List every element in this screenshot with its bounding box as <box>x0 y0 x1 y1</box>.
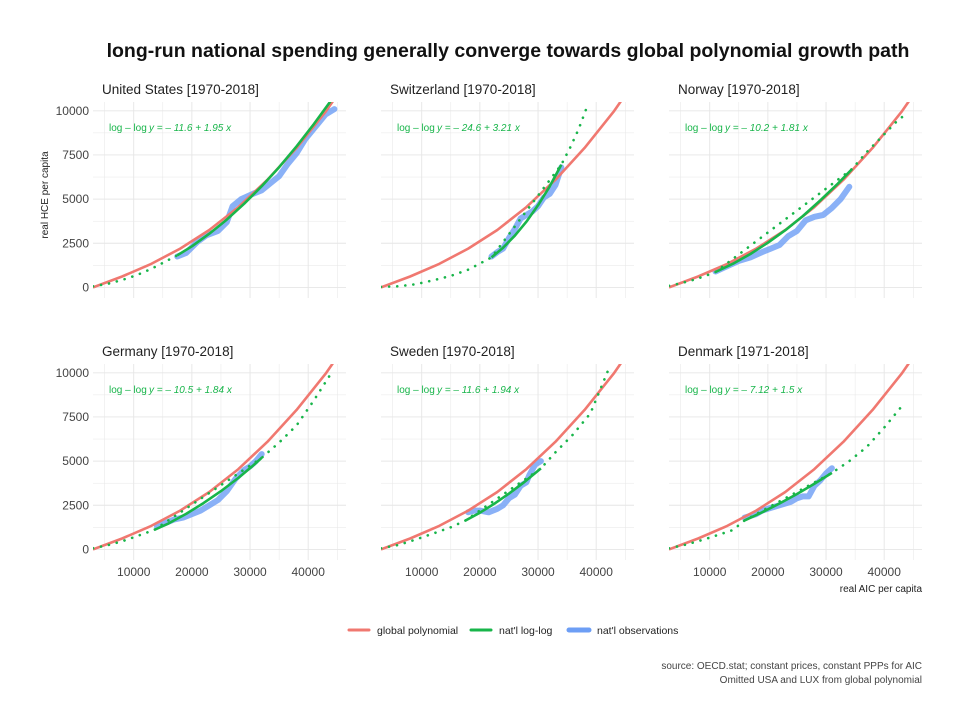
source-line-1: source: OECD.stat; constant prices, cons… <box>661 661 922 672</box>
panel-data <box>381 364 622 551</box>
panel-data <box>93 102 338 289</box>
y-tick-label: 5000 <box>62 192 89 206</box>
x-tick-label: 10000 <box>405 565 439 579</box>
x-tick-label: 30000 <box>233 565 267 579</box>
x-tick-label: 40000 <box>868 565 902 579</box>
y-axis-label: real HCE per capita <box>40 151 51 239</box>
panel-3: Norway [1970-2018] log – log y = – 10.2 + … <box>669 82 922 298</box>
global-polynomial-line <box>93 102 334 289</box>
x-tick-label: 10000 <box>117 565 151 579</box>
panel-4: Germany [1970-2018] 0 2500 5000 7500 10000 100… <box>56 344 346 579</box>
y-tick-label: 2500 <box>62 498 89 512</box>
panels-group: United States [1970-2018] 0 2500 5000 7500 10… <box>56 82 922 579</box>
x-tick-label: 40000 <box>292 565 326 579</box>
loglog-fit-line <box>490 164 563 259</box>
source-line-2: Omitted USA and LUX from global polynomi… <box>720 675 922 686</box>
loglog-annotation-label: log – log <box>685 385 723 396</box>
loglog-extrapolation-line <box>381 369 610 550</box>
y-tick-label: 2500 <box>62 236 89 250</box>
loglog-annotation-label: log – log <box>397 385 435 396</box>
loglog-annotation-label: log – log <box>109 123 147 134</box>
y-tick-label: 10000 <box>56 104 90 118</box>
loglog-fit-line <box>744 471 833 522</box>
panel-1: United States [1970-2018] 0 2500 5000 7500 10… <box>56 82 346 298</box>
global-polynomial-line <box>93 364 334 551</box>
panel-6: Denmark [1971-2018] 10000 20000 30000 40000 l… <box>669 344 922 579</box>
loglog-extrapolation-line <box>669 401 906 550</box>
loglog-fit-line <box>153 456 263 532</box>
global-polynomial-line <box>381 102 622 289</box>
loglog-annotation-equation: y = – 7.12 + 1.5 x <box>724 385 803 396</box>
panel-title: United States [1970-2018] <box>102 82 259 97</box>
x-tick-label: 20000 <box>463 565 497 579</box>
y-tick-label: 7500 <box>62 148 89 162</box>
loglog-fit-line <box>714 167 854 274</box>
grid-lines <box>93 364 346 560</box>
x-tick-label: 20000 <box>751 565 785 579</box>
panel-2: Switzerland [1970-2018] log – log y = – 24… <box>381 82 634 298</box>
loglog-fit-line <box>176 102 332 257</box>
panel-title: Germany [1970-2018] <box>102 344 233 359</box>
x-tick-label: 10000 <box>693 565 727 579</box>
x-tick-label: 40000 <box>580 565 614 579</box>
loglog-extrapolation-line <box>381 104 589 289</box>
grid-lines <box>669 364 922 560</box>
x-tick-label: 30000 <box>521 565 555 579</box>
legend: global polynomial nat'l log-log nat'l obse… <box>347 625 678 637</box>
loglog-extrapolation-line <box>93 371 333 550</box>
panel-data <box>93 364 334 551</box>
y-tick-label: 0 <box>82 542 89 556</box>
legend-label-3: nat'l observations <box>597 625 678 637</box>
panel-title: Norway [1970-2018] <box>678 82 800 97</box>
loglog-annotation-equation: y = – 11.6 + 1.95 x <box>148 123 232 134</box>
loglog-fit-line <box>464 467 542 522</box>
loglog-annotation-equation: y = – 24.6 + 3.21 x <box>436 123 521 134</box>
x-tick-label: 30000 <box>809 565 843 579</box>
loglog-annotation-equation: y = – 10.2 + 1.81 x <box>724 123 809 134</box>
loglog-annotation-label: log – log <box>109 385 147 396</box>
x-axis-label: real AIC per capita <box>840 584 923 595</box>
y-tick-label: 0 <box>82 280 89 294</box>
legend-label-2: nat'l log-log <box>499 625 553 637</box>
y-tick-label: 5000 <box>62 454 89 468</box>
panel-title: Denmark [1971-2018] <box>678 344 809 359</box>
chart-title: long-run national spending generally con… <box>107 40 910 62</box>
loglog-annotation-label: log – log <box>397 123 435 134</box>
panel-5: Sweden [1970-2018] 10000 20000 30000 40000 lo… <box>381 344 634 579</box>
panel-title: Switzerland [1970-2018] <box>390 82 536 97</box>
x-tick-label: 20000 <box>175 565 209 579</box>
loglog-annotation-equation: y = – 10.5 + 1.84 x <box>148 385 233 396</box>
panel-data <box>669 364 910 551</box>
grid-lines <box>381 102 634 298</box>
legend-label-1: global polynomial <box>377 625 458 637</box>
loglog-annotation-equation: y = – 11.6 + 1.94 x <box>436 385 520 396</box>
y-tick-label: 10000 <box>56 366 90 380</box>
loglog-annotation-label: log – log <box>685 123 723 134</box>
global-polynomial-line <box>669 364 910 551</box>
panel-data <box>381 102 622 289</box>
panel-title: Sweden [1970-2018] <box>390 344 515 359</box>
global-polynomial-line <box>381 364 622 551</box>
y-tick-label: 7500 <box>62 410 89 424</box>
panel-data <box>669 102 910 289</box>
